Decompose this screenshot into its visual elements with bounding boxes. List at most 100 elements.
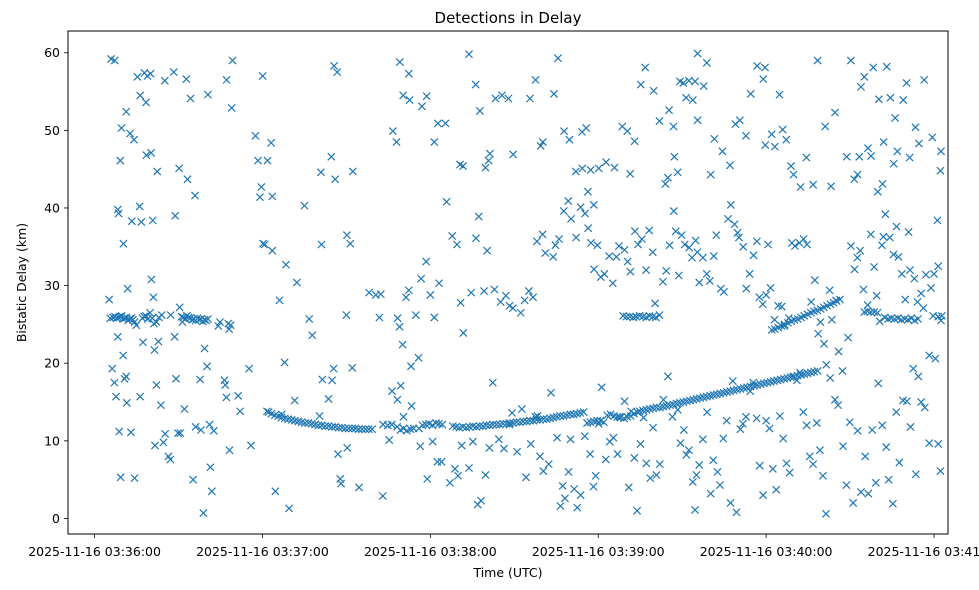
data-point (348, 167, 357, 176)
data-point (538, 230, 547, 239)
data-point (115, 427, 124, 436)
data-point (464, 463, 473, 473)
data-point (827, 182, 836, 191)
data-point (692, 470, 701, 480)
data-point (556, 502, 565, 511)
data-point (802, 153, 811, 162)
data-point (253, 156, 263, 165)
data-point (263, 156, 272, 165)
data-point (138, 338, 148, 347)
data-point (126, 428, 135, 437)
data-point (482, 421, 491, 430)
data-point (670, 152, 679, 161)
data-point (147, 148, 156, 157)
data-point (576, 491, 585, 500)
data-point (651, 313, 660, 322)
data-point (695, 278, 704, 287)
data-point (280, 358, 289, 367)
data-point (426, 290, 435, 299)
data-point (539, 467, 548, 476)
chart-title: Detections in Delay (435, 9, 582, 27)
data-point (317, 240, 326, 249)
data-point (728, 377, 737, 386)
data-point (884, 475, 893, 484)
data-point (525, 416, 534, 425)
data-point (934, 262, 943, 271)
data-point (321, 422, 330, 431)
data-point (874, 95, 883, 104)
data-point (433, 119, 442, 128)
data-point (665, 106, 674, 115)
data-point (821, 122, 830, 131)
data-point (710, 134, 719, 143)
data-point (459, 328, 468, 337)
data-point (491, 94, 500, 103)
data-point (784, 314, 793, 323)
data-point (512, 418, 521, 427)
data-point (699, 82, 708, 91)
data-point (868, 425, 877, 435)
data-point (133, 72, 142, 81)
data-point (441, 119, 450, 128)
data-point (156, 401, 165, 410)
data-point (623, 257, 632, 266)
data-point (917, 289, 926, 298)
data-point (814, 329, 823, 338)
data-point (830, 395, 839, 404)
data-point (401, 293, 411, 302)
data-point (626, 169, 635, 178)
data-point (906, 422, 915, 431)
data-point (810, 276, 819, 285)
data-point (581, 209, 590, 218)
data-point (691, 77, 700, 86)
data-point (203, 314, 212, 324)
data-point (719, 434, 728, 443)
data-point (895, 458, 904, 467)
data-point (481, 470, 490, 480)
data-point (259, 239, 268, 248)
data-point (796, 182, 805, 192)
data-point (416, 442, 425, 451)
data-point (772, 485, 781, 494)
data-point (702, 269, 711, 278)
data-point (877, 241, 886, 250)
data-point (856, 488, 866, 497)
data-point (839, 442, 848, 451)
data-point (584, 224, 593, 233)
data-point (902, 397, 911, 406)
data-point (354, 425, 363, 434)
data-point (488, 378, 497, 387)
data-point (267, 138, 276, 147)
data-point (622, 312, 631, 321)
data-point (531, 75, 540, 84)
data-point (655, 311, 664, 320)
data-point (166, 455, 175, 464)
data-point (489, 420, 498, 429)
data-point (152, 380, 161, 389)
data-point (917, 398, 926, 407)
data-point (759, 491, 768, 500)
data-point (494, 435, 503, 444)
data-point (368, 425, 377, 434)
data-point (749, 251, 758, 260)
data-point (813, 366, 822, 376)
data-point (533, 411, 542, 421)
data-point (399, 91, 408, 100)
data-point (926, 283, 935, 292)
data-point (856, 82, 866, 91)
data-point (746, 89, 755, 98)
data-point (116, 473, 125, 482)
data-point (504, 94, 513, 103)
data-point (623, 127, 632, 136)
data-point (154, 337, 163, 346)
data-point (761, 141, 770, 150)
data-point (315, 411, 324, 421)
data-point (246, 441, 256, 450)
data-point (549, 252, 558, 261)
data-point (715, 481, 724, 490)
data-point (691, 505, 700, 514)
data-point (260, 240, 269, 249)
data-point (203, 362, 212, 371)
data-point (122, 398, 131, 407)
data-point (125, 314, 134, 324)
